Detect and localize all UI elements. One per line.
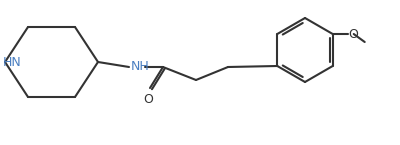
Text: O: O <box>143 93 153 106</box>
Text: O: O <box>349 28 358 40</box>
Text: HN: HN <box>3 56 22 68</box>
Text: NH: NH <box>131 60 150 74</box>
